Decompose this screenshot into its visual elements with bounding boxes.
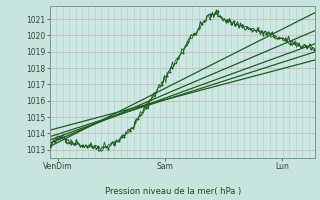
Text: Pression niveau de la mer( hPa ): Pression niveau de la mer( hPa ) <box>105 187 241 196</box>
